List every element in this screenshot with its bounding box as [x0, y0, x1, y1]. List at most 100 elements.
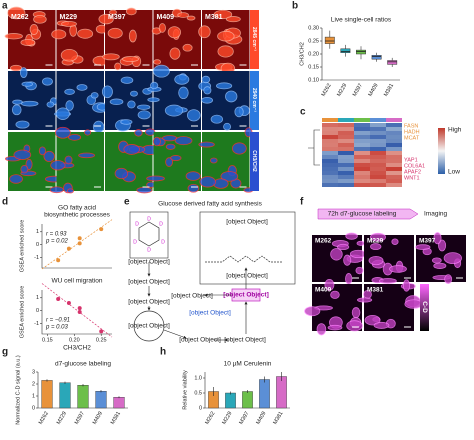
- y-tick-label: 0: [36, 242, 39, 248]
- cell-blob: [337, 243, 350, 251]
- cell-blob: [130, 90, 138, 97]
- glucose-box: [129, 211, 169, 259]
- x-tick-label: M262: [204, 411, 216, 426]
- bar: [259, 379, 270, 409]
- x-axis-label: CH3/CH2: [63, 345, 91, 352]
- cell-blob: [357, 297, 373, 303]
- heatmap-cell: [338, 171, 354, 175]
- cell-blob: [21, 81, 33, 87]
- heatmap-cell: [354, 167, 370, 171]
- heatmap-cell: [386, 175, 402, 179]
- y-tick-label: 0.5: [194, 390, 202, 396]
- y-tick-label: 1.0: [194, 375, 202, 381]
- cell-blob: [389, 265, 407, 273]
- cell-blob: [114, 62, 122, 71]
- y-tick-label: 1: [32, 393, 35, 399]
- cell-blob: [92, 120, 105, 134]
- cell-blob: [158, 23, 166, 33]
- heatmap-cell: [322, 151, 338, 155]
- heatmap-cell: [322, 159, 338, 163]
- heatmap-cell: [338, 151, 354, 155]
- heatmap-cell: [386, 151, 402, 155]
- cell-blob: [46, 101, 55, 108]
- deuterium: D: [147, 247, 151, 253]
- heatmap-cell: [370, 131, 386, 135]
- bar: [41, 380, 53, 409]
- bar: [225, 392, 236, 409]
- cell-line-label: M397: [108, 14, 126, 21]
- y-tick-label: 0: [32, 405, 35, 411]
- point: [99, 329, 104, 334]
- cell-blob: [215, 82, 233, 90]
- heatmap-cell: [370, 179, 386, 183]
- colorbar: [420, 284, 429, 331]
- heatmap-cell: [322, 139, 338, 143]
- node-label: [object Object]: [128, 323, 170, 330]
- heatmap-cell: [322, 183, 338, 187]
- cell-blob: [38, 146, 47, 156]
- chart-title: Live single-cell ratios: [331, 17, 392, 24]
- x-tick-label: 0.15: [42, 337, 53, 343]
- legend-label: High: [448, 127, 462, 134]
- cell-blob: [364, 315, 381, 326]
- heatmap-cell: [386, 159, 402, 163]
- deuterium: D: [133, 239, 137, 245]
- cell-blob: [134, 129, 143, 137]
- node-label: [object Object]: [179, 337, 221, 344]
- cell-line-label: M229: [60, 14, 78, 21]
- y-tick-label: -1: [34, 321, 39, 327]
- heatmap-cell: [354, 127, 370, 131]
- fatty-acid-box: [199, 211, 296, 285]
- cell-blob: [9, 174, 23, 184]
- cell-blob: [20, 100, 39, 107]
- y-tick-label: 0.30: [308, 25, 319, 31]
- heatmap-cell: [354, 171, 370, 175]
- point: [77, 241, 82, 246]
- cell-blob: [201, 96, 214, 104]
- heatmap-cell: [386, 167, 402, 171]
- cell-line-label: M409: [315, 287, 332, 294]
- step-label: Imaging: [424, 211, 448, 218]
- cell-blob: [123, 144, 140, 155]
- heatmap-cell: [370, 171, 386, 175]
- legend-label: Low: [448, 169, 460, 176]
- sample-bar: [370, 118, 386, 122]
- cell-blob: [54, 126, 71, 139]
- heatmap-cell: [322, 179, 338, 183]
- heatmap-cell: [322, 163, 338, 167]
- heatmap-cell: [338, 123, 354, 127]
- cell-blob: [433, 262, 447, 269]
- heatmap-cell: [386, 123, 402, 127]
- deuterium: D: [147, 216, 151, 222]
- cell-blob: [355, 266, 364, 275]
- cell-blob: [182, 43, 193, 52]
- cell-blob: [356, 240, 365, 246]
- deuterium: D: [159, 221, 163, 227]
- cell-blob: [185, 171, 201, 181]
- heatmap-cell: [338, 183, 354, 187]
- cell-blob: [343, 254, 352, 266]
- axis: [41, 224, 112, 269]
- colorbar: [250, 132, 259, 191]
- cell-blob: [50, 160, 66, 171]
- cell-blob: [225, 16, 241, 23]
- sample-bar: [354, 118, 370, 122]
- cell-blob: [187, 183, 200, 193]
- heatmap-cell: [322, 135, 338, 139]
- heatmap-cell: [386, 127, 402, 131]
- point: [99, 227, 104, 232]
- heatmap-cell: [338, 147, 354, 151]
- panel-label: a: [2, 1, 8, 12]
- heatmap-cell: [354, 135, 370, 139]
- cell-blob: [351, 307, 361, 318]
- x-tick-label: M262: [38, 411, 50, 426]
- cell-blob: [10, 64, 23, 72]
- micrograph: [56, 71, 104, 130]
- diagram-title: Glucose derived fatty acid synthesis: [158, 201, 262, 208]
- heatmap-cell: [338, 167, 354, 171]
- box: [356, 49, 366, 55]
- cell-blob: [162, 135, 178, 142]
- chart-title: d7-glucose labeling: [55, 361, 111, 368]
- bar: [77, 385, 89, 409]
- y-tick-label: -1: [34, 255, 39, 261]
